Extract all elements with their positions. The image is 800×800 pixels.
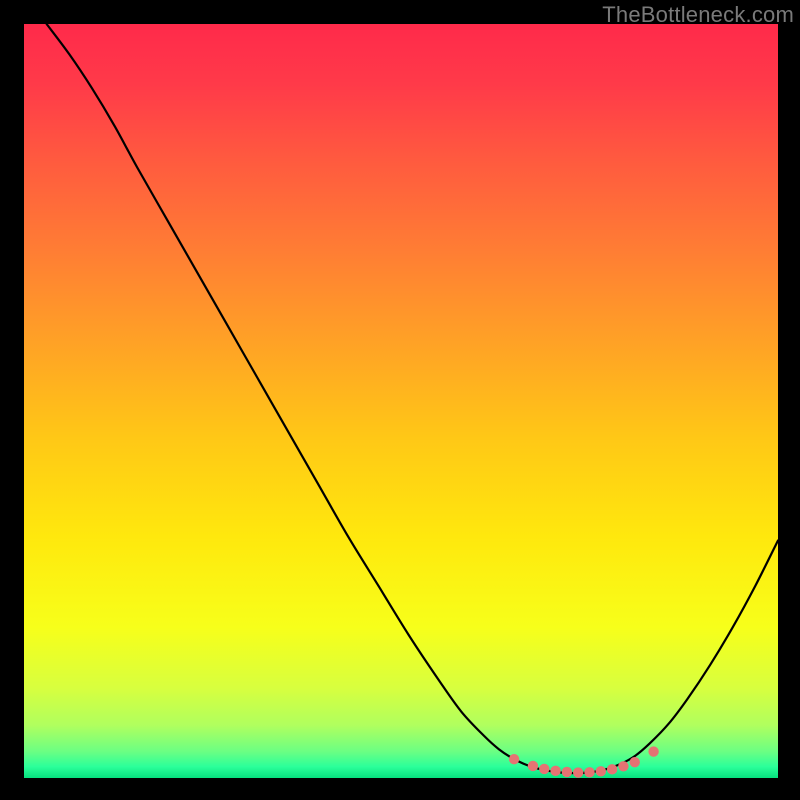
watermark-text: TheBottleneck.com bbox=[602, 2, 794, 28]
optimal-dot bbox=[648, 746, 658, 756]
optimal-dot bbox=[630, 757, 640, 767]
optimal-dot bbox=[528, 761, 538, 771]
optimal-dot bbox=[596, 766, 606, 776]
optimal-dot bbox=[550, 766, 560, 776]
optimal-dot bbox=[562, 767, 572, 777]
bottleneck-curve bbox=[47, 24, 778, 773]
optimal-dot bbox=[607, 764, 617, 774]
optimal-dot bbox=[573, 767, 583, 777]
optimal-dot bbox=[539, 764, 549, 774]
optimal-dot bbox=[618, 761, 628, 771]
plot-area bbox=[24, 24, 778, 778]
chart-svg bbox=[24, 24, 778, 778]
optimal-dot bbox=[584, 767, 594, 777]
optimal-dot bbox=[509, 754, 519, 764]
